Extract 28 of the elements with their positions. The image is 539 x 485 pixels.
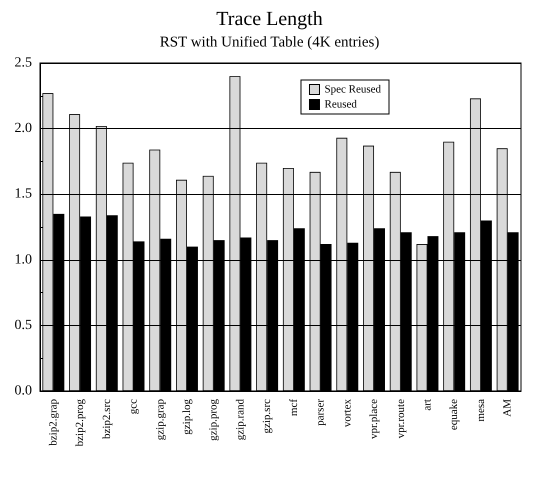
x-tick-label: parser xyxy=(314,398,327,426)
chart-title: Trace Length xyxy=(216,8,323,30)
x-tick-label: bzip2.grap xyxy=(47,398,60,446)
x-tick-label: gcc xyxy=(128,398,140,414)
x-tick-label: bzip2.prog xyxy=(74,398,86,446)
y-tick-label: 1.0 xyxy=(14,252,32,268)
chart-subtitle: RST with Unified Table (4K entries) xyxy=(160,34,380,50)
y-tick-label: 2.0 xyxy=(14,121,32,136)
x-tick-label: vpr.route xyxy=(394,398,407,438)
x-tick-label: vortex xyxy=(341,398,354,428)
x-tick-label: mesa xyxy=(474,398,487,422)
x-tick-label: mcf xyxy=(288,398,300,416)
x-tick-label: art xyxy=(421,399,434,411)
x-tick-label: gzip.grap xyxy=(154,398,166,440)
x-tick-label: gzip.rand xyxy=(234,398,246,440)
x-tick-label: gzip.src xyxy=(261,398,274,434)
x-tick-label: equake xyxy=(448,398,460,430)
legend-label: Spec Reused xyxy=(324,84,382,96)
y-tick-label: 2.5 xyxy=(14,56,32,70)
x-tick-label: gzip.prog xyxy=(208,398,220,441)
x-tick-label: bzip2.src xyxy=(100,398,113,440)
x-tick-label: vpr.place xyxy=(368,398,380,440)
y-tick-label: 0.5 xyxy=(14,318,32,333)
y-tick-label: 1.5 xyxy=(14,186,32,202)
y-tick-label: 0.0 xyxy=(14,384,32,398)
x-tick-label: AM xyxy=(502,398,514,417)
legend-label: Reused xyxy=(324,98,358,110)
x-tick-label: gzip.log xyxy=(180,398,193,435)
